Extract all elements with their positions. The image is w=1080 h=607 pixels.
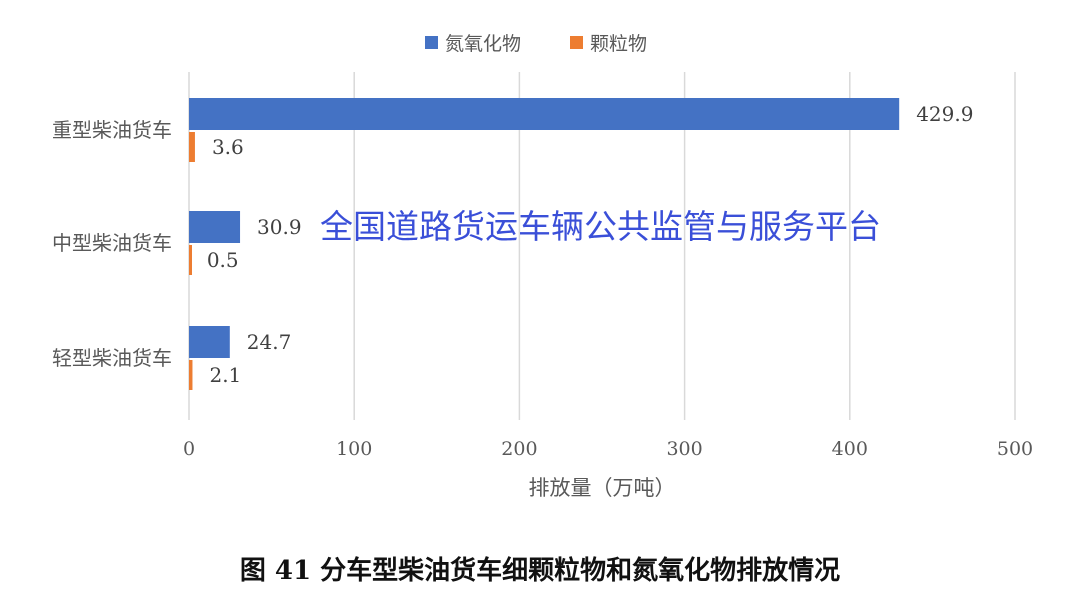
bar-氮氧化物 [189,98,900,130]
bar-氮氧化物 [189,326,230,358]
data-label: 0.5 [207,248,239,272]
legend-label: 氮氧化物 [445,33,521,55]
x-tick-label: 100 [336,438,372,460]
data-label: 30.9 [257,215,302,239]
legend-swatch [570,36,583,49]
figure-caption: 图 41 分车型柴油货车细颗粒物和氮氧化物排放情况 [239,556,841,586]
legend-swatch [425,36,438,49]
watermark: 全国道路货运车辆公共监管与服务平台 [320,207,881,246]
data-label: 24.7 [247,330,292,354]
bar-氮氧化物 [189,211,241,243]
data-label: 2.1 [209,363,241,387]
x-axis-label: 排放量（万吨） [529,476,676,500]
category-label: 轻型柴油货车 [52,346,172,370]
bar-颗粒物 [189,245,192,275]
data-label: 3.6 [212,135,244,159]
x-tick-label: 400 [832,438,868,460]
legend-label: 颗粒物 [590,33,647,55]
bar-颗粒物 [189,360,193,390]
x-tick-label: 0 [183,438,195,460]
x-tick-label: 300 [666,438,702,460]
x-tick-label: 200 [501,438,537,460]
category-label: 中型柴油货车 [52,231,172,255]
data-label: 429.9 [916,102,973,126]
x-tick-label: 500 [997,438,1033,460]
bar-颗粒物 [189,132,195,162]
category-label: 重型柴油货车 [52,118,172,142]
